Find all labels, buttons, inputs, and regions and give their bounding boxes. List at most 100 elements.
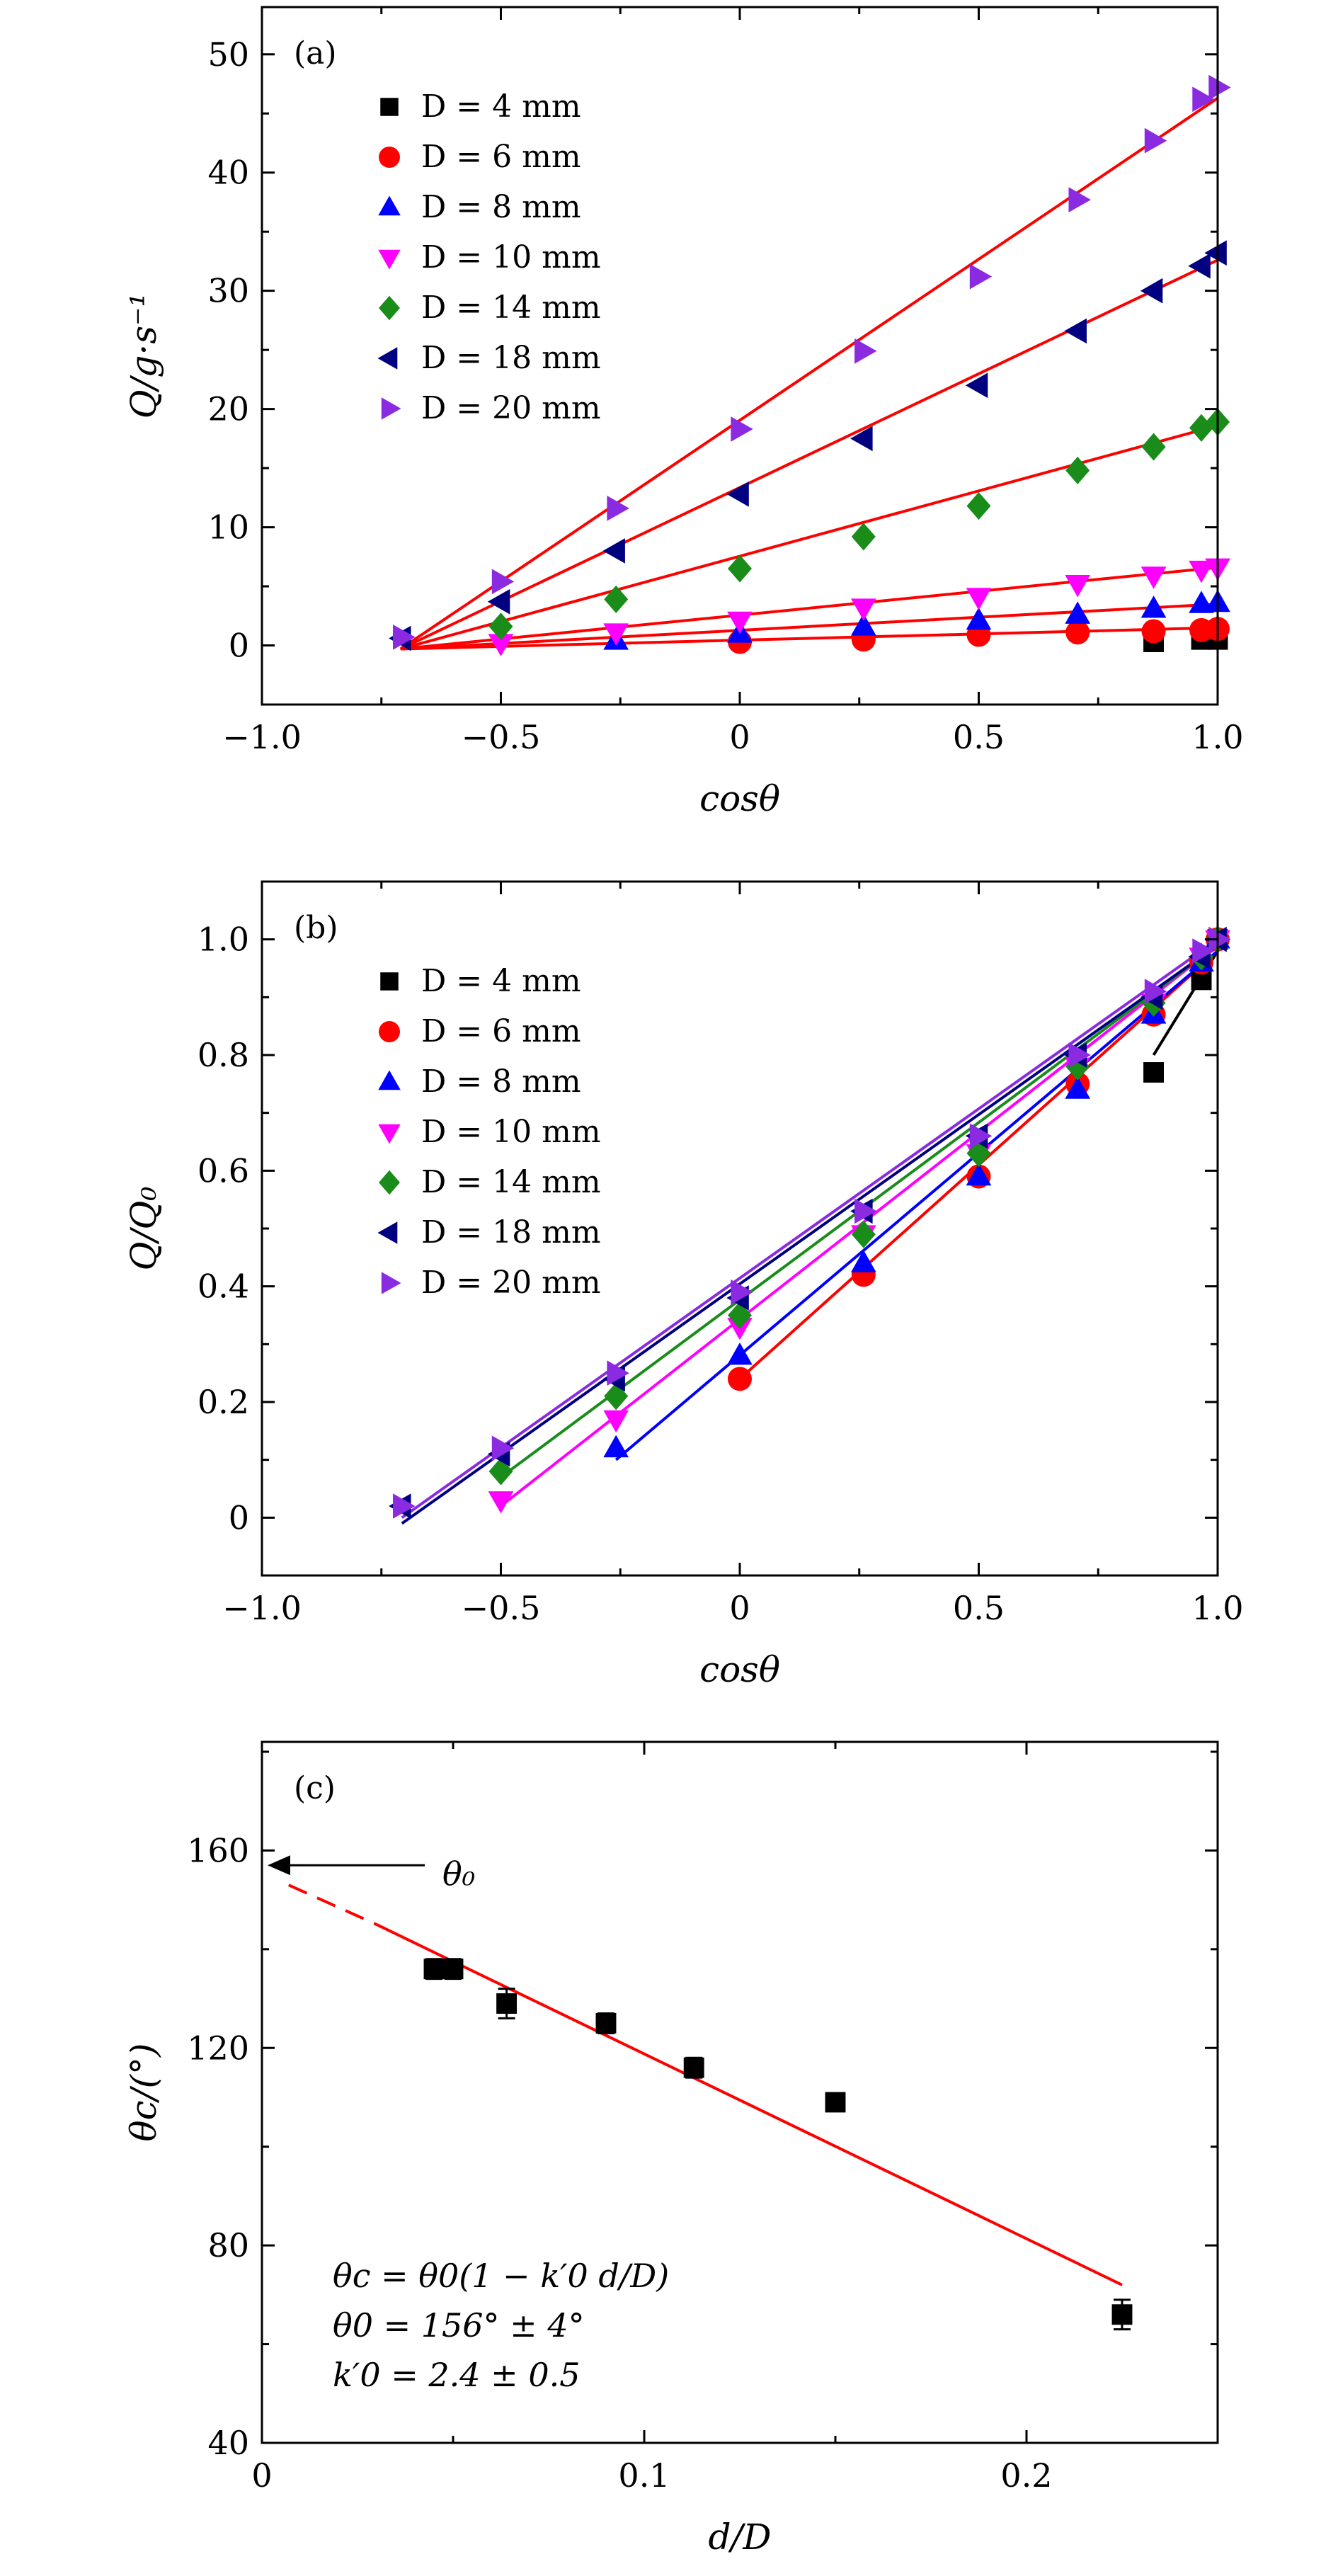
data-point [1188,253,1211,279]
equation-annotation: k′0 = 2.4 ± 0.5 [333,2356,580,2394]
data-point [393,625,416,650]
y-tick-label: 0.4 [198,1267,249,1306]
legend-label: D = 10 mm [421,239,601,275]
data-point [825,2092,846,2113]
data-point [1140,278,1163,304]
legend-marker [379,295,400,321]
data-point [1208,926,1231,952]
fit-line-extrapolated [287,1883,377,1926]
data-point [1141,619,1166,644]
panel-label: (b) [294,910,338,946]
legend-marker [377,347,398,370]
legend-label: D = 20 mm [421,390,601,426]
data-point [1068,187,1091,212]
y-tick-label: 0 [229,1498,249,1537]
data-point [496,1993,518,2014]
x-axis-title: d/D [709,2517,772,2558]
legend-label: D = 8 mm [421,189,581,225]
data-point [1189,560,1214,583]
legend-label: D = 14 mm [421,1164,601,1200]
data-point [1141,433,1166,461]
data-point [604,585,629,613]
data-point [423,1959,445,1980]
data-point [966,607,992,630]
legend-marker [377,1221,398,1244]
data-point [1140,595,1167,618]
data-point [1065,575,1091,598]
data-point [731,416,753,442]
chart-panel-3: 0 0.1 0.2 40 80 120 160 d/D θc/(°) (c) θ₀ θc = θ0(1… [123,1740,1219,2558]
data-point [727,1343,753,1365]
legend-label: D = 4 mm [421,89,581,125]
legend-marker [379,1170,400,1195]
data-point [491,569,515,595]
data-point [1065,1076,1091,1099]
data-point [726,481,749,507]
data-point [727,611,753,634]
data-point [965,372,988,399]
y-tick-label: 0.8 [198,1036,249,1074]
x-tick-label: −0.5 [462,718,541,756]
fit-line [399,96,1219,651]
data-point [966,1163,992,1186]
legend-marker [378,1070,401,1090]
data-point [850,426,873,452]
data-point [969,263,993,290]
data-point [1140,566,1167,589]
x-tick-label: 0 [729,718,750,756]
x-tick-label: 0 [251,2456,272,2495]
data-point [488,612,513,641]
legend-marker [378,195,401,216]
data-point [731,1280,753,1305]
legend-label: D = 10 mm [421,1114,601,1150]
data-point [1068,1042,1091,1068]
y-tick-label: 40 [207,154,249,192]
data-point [393,1493,416,1519]
data-point [488,1491,514,1514]
y-tick-label: 40 [207,2424,249,2462]
data-point [851,613,876,636]
plot-frame [261,6,1219,706]
data-point [728,554,752,583]
data-point [1111,2304,1133,2325]
x-tick-label: −0.5 [462,1589,541,1627]
plot-frame [261,1740,1219,2444]
fit-line [400,566,1218,651]
y-tick-label: 20 [207,390,249,428]
fit-line [376,1923,1123,2286]
data-point [851,1220,876,1248]
legend-marker [381,1272,401,1294]
data-point [1143,1062,1164,1083]
y-tick-label: 0.2 [198,1383,249,1421]
data-point [851,523,876,551]
fit-line [401,944,1219,1525]
y-tick-label: 0.6 [198,1151,249,1190]
data-point [966,492,991,520]
data-point [851,598,876,621]
legend-label: D = 4 mm [421,963,581,999]
legend-marker [380,972,399,991]
legend-label: D = 6 mm [421,139,581,175]
y-axis-title: Q/g·s⁻¹ [123,293,164,419]
data-point [1144,127,1167,154]
legend-marker [379,1021,400,1042]
x-tick-label: 0 [729,1589,750,1627]
chart-panel-2: −1.0 −0.5 0 0.5 1.0 0 0.2 0.4 0.6 0.8 1.0 cosθ Q/Q₀ (… [123,880,1244,1690]
data-point [487,588,510,615]
data-point [607,1360,629,1386]
equation-annotation: θc = θ0(1 − k′0 d/D) [333,2257,669,2295]
data-point [1065,456,1090,484]
data-point [602,538,625,564]
legend-label: D = 14 mm [421,290,601,326]
theta0-label: θ₀ [442,1854,475,1893]
y-tick-label: 50 [207,35,249,74]
fit-line [400,626,1218,651]
data-point [603,1435,629,1458]
x-axis-title: cosθ [699,778,780,819]
legend-label: D = 20 mm [421,1265,601,1301]
x-tick-label: 0.1 [618,2456,670,2495]
data-point [1192,938,1215,964]
x-tick-label: −1.0 [222,718,302,756]
data-point [607,496,629,521]
